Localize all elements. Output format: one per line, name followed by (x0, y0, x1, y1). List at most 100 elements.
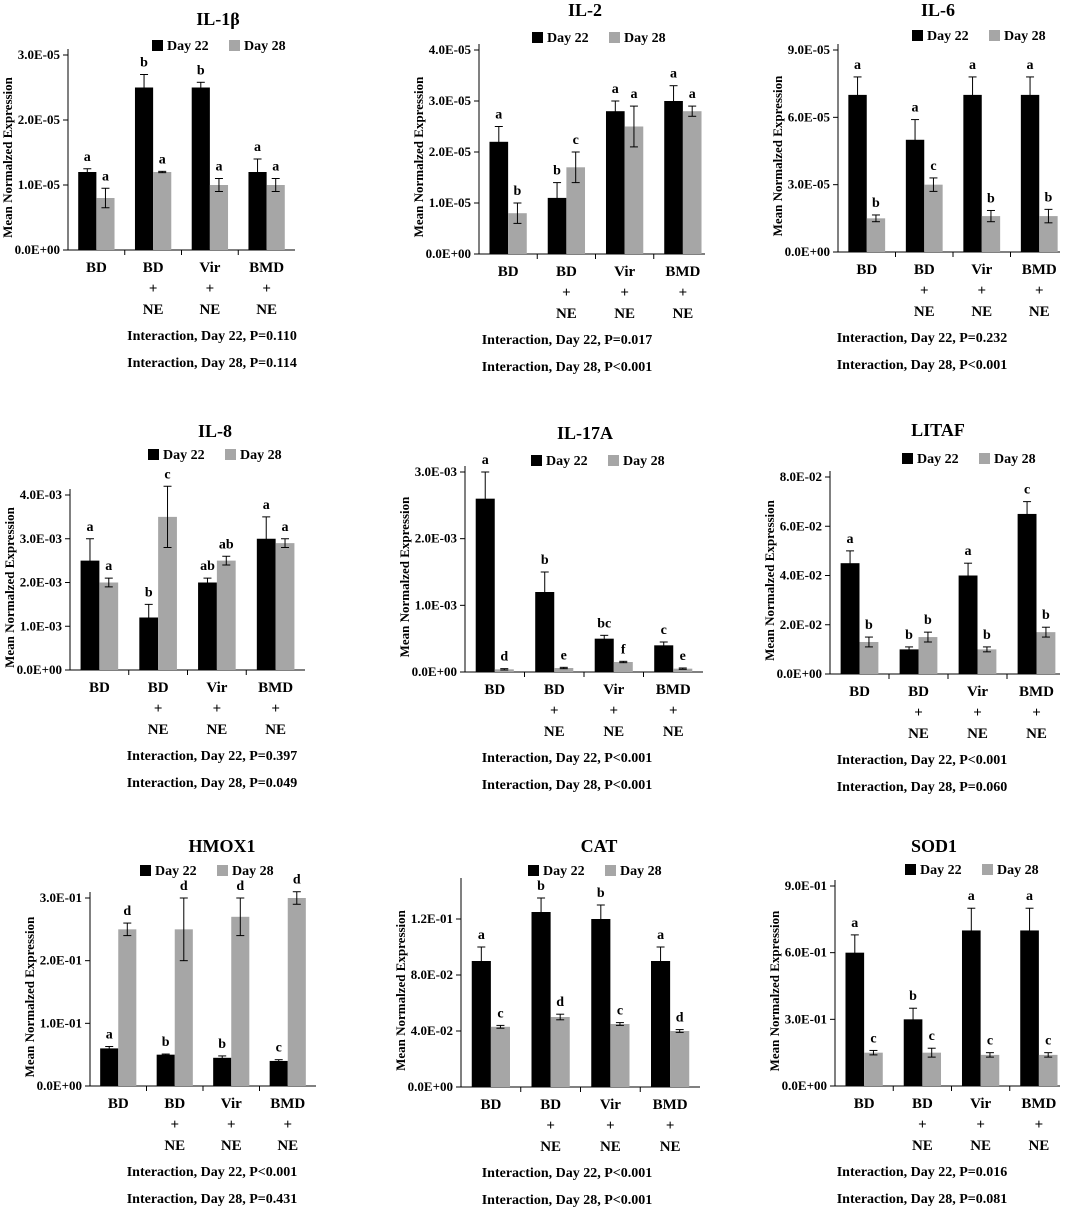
legend-swatch-day28 (608, 455, 619, 466)
interaction-note: Interaction, Day 22, P<0.001 (482, 751, 653, 766)
error-bar (218, 1055, 227, 1061)
y-tick-label: 2.0E-02 (780, 617, 822, 632)
significance-letter: b (553, 164, 561, 179)
error-bar (179, 897, 188, 962)
legend-swatch-day22 (152, 40, 163, 51)
y-tick-label: 6.0E-05 (788, 109, 831, 124)
bar-day22-vir-ne (958, 575, 978, 674)
x-category-label: NE (914, 304, 935, 320)
bar-day22-bmd-ne (1017, 513, 1037, 674)
significance-letter: a (482, 453, 489, 468)
chart-title: HMOX1 (189, 836, 256, 856)
chart-title: SOD1 (911, 836, 957, 856)
chart-sod1: SOD1 Day 22 Day 28 Mean Normalzed Expressio… (710, 830, 1060, 1225)
significance-letter: f (621, 642, 626, 657)
x-category-label: BD (164, 1096, 185, 1112)
bar-day22-bd (489, 141, 509, 254)
error-bar (537, 897, 546, 927)
legend-label-day22: Day 22 (920, 863, 962, 878)
error-bar (909, 1007, 918, 1031)
error-bar (196, 81, 205, 94)
bar-day28-bd (864, 1052, 883, 1086)
interaction-note: Interaction, Day 22, P=0.397 (127, 749, 298, 764)
bar-day28-vir-ne (980, 1054, 1000, 1086)
legend-label-day28: Day 28 (623, 454, 665, 469)
error-bar (596, 904, 605, 934)
error-bar (105, 1046, 114, 1051)
significance-letter: b (987, 191, 995, 206)
bar-day28-bd (859, 641, 879, 674)
significance-letter: b (983, 628, 991, 643)
error-bar (615, 1022, 624, 1026)
x-category-label: NE (672, 306, 693, 322)
significance-letter: a (272, 160, 279, 175)
y-tick-label: 2.0E-05 (18, 112, 61, 127)
interaction-note: Interaction, Day 22, P=0.017 (482, 333, 653, 348)
bar-day22-bmd-ne (256, 538, 276, 670)
x-category-label: NE (970, 1138, 991, 1154)
significance-letter: c (617, 1004, 623, 1019)
x-category-label: + (562, 285, 571, 301)
error-bar (1026, 76, 1035, 114)
significance-letter: a (254, 140, 261, 155)
y-tick-label: 2.0E-05 (429, 144, 472, 159)
legend: Day 22 Day 28 (528, 864, 662, 879)
x-category-label: + (283, 1117, 292, 1133)
legend-label-day28: Day 28 (624, 31, 666, 46)
x-category-label: + (976, 1117, 985, 1133)
bar-day22-bmd-ne (664, 101, 683, 254)
legend-label-day28: Day 28 (1004, 29, 1046, 44)
bar-day22-bd-ne (134, 87, 154, 250)
significance-letter: ab (219, 537, 234, 552)
bar-day22-bmd-ne (651, 961, 671, 1087)
bar-day28-bd-ne (918, 637, 938, 674)
significance-letter: a (612, 82, 619, 97)
x-category-label: NE (967, 726, 988, 742)
x-category-label: Vir (199, 260, 220, 276)
y-axis-label: Mean Normalzed Expression (767, 910, 782, 1072)
significance-letter: a (1026, 889, 1033, 904)
bar-day22-vir-ne (605, 111, 625, 254)
x-category-label: NE (143, 302, 164, 318)
y-tick-label: 3.0E-01 (785, 1011, 827, 1026)
x-category-label: NE (614, 306, 635, 322)
bar-day22-bd (475, 498, 495, 672)
x-category-label: BMD (270, 1096, 305, 1112)
x-category-label: BD (108, 1096, 129, 1112)
x-category-label: BMD (249, 260, 284, 276)
error-bar (222, 555, 231, 566)
error-bar (678, 667, 687, 670)
legend-label-day28: Day 28 (240, 448, 282, 463)
error-bar (540, 571, 549, 613)
x-category-label: BD (854, 1096, 875, 1112)
significance-letter: a (105, 559, 112, 574)
bar-day28-bmd-ne (287, 898, 306, 1086)
chart-litaf-svg: LITAF Day 22 Day 28 Mean Normalzed Expressi… (762, 420, 1060, 795)
error-bar (864, 636, 873, 648)
significance-letter: b (514, 184, 522, 199)
x-category-label: NE (277, 1138, 298, 1154)
y-tick-label: 0.0E+00 (412, 664, 457, 679)
bar-day22-bd-ne (547, 197, 567, 254)
bar-day22-bd-ne (899, 649, 919, 674)
significance-letter: a (657, 928, 664, 943)
x-category-label: + (271, 701, 280, 717)
legend-swatch-day22 (902, 453, 913, 464)
error-bar (513, 202, 522, 224)
bar-day28-bd (490, 1026, 510, 1087)
error-bar (986, 209, 995, 223)
legend-swatch-day28 (979, 453, 990, 464)
error-bar (982, 646, 991, 653)
legend-label-day28: Day 28 (994, 452, 1036, 467)
x-category-label: BMD (1021, 1096, 1056, 1112)
error-bar (281, 538, 290, 548)
x-category-label: NE (256, 302, 277, 318)
error-bar (163, 485, 172, 548)
bar-day22-bmd-ne (269, 1060, 288, 1086)
x-category-label: + (973, 705, 982, 721)
bar-day28-bd-ne (554, 668, 574, 672)
legend-label-day22: Day 22 (927, 29, 969, 44)
error-bar (101, 187, 110, 209)
significance-letter: b (1042, 608, 1050, 623)
